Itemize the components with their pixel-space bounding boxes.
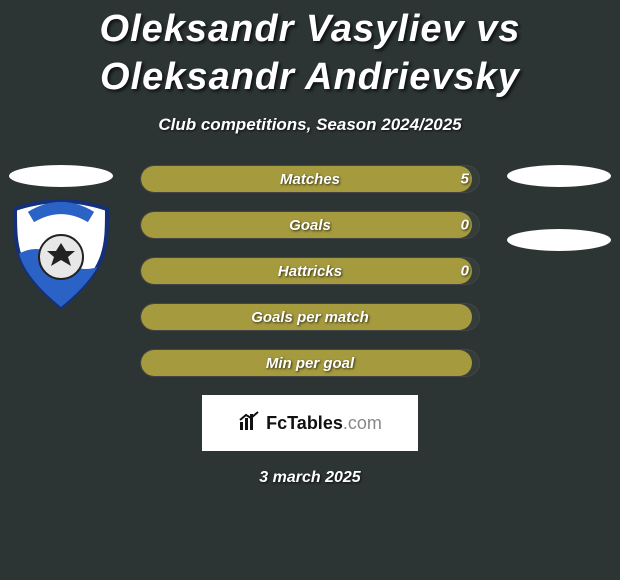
stat-row-goals: Goals 0 [140,211,480,239]
stat-right-value: 5 [461,171,469,188]
player-right-col [504,165,614,251]
stat-right-value: 0 [461,263,469,280]
stat-label: Matches [280,171,340,188]
stat-right-value: 0 [461,217,469,234]
stat-row-hattricks: Hattricks 0 [140,257,480,285]
country-flag-placeholder [9,165,113,187]
stat-rows: Matches 5 Goals 0 Hattricks 0 Goals per … [140,165,480,377]
club-logo-left [11,199,111,309]
stat-label: Hattricks [278,263,342,280]
stat-row-matches: Matches 5 [140,165,480,193]
stat-label: Goals [289,217,331,234]
stat-row-min-per-goal: Min per goal [140,349,480,377]
snapshot-date: 3 march 2025 [10,469,610,487]
brand-text: FcTables.com [266,413,382,434]
brand-box[interactable]: FcTables.com [202,395,418,451]
brand-main: FcTables [266,413,343,433]
stat-row-goals-per-match: Goals per match [140,303,480,331]
country-flag-placeholder [507,165,611,187]
brand-suffix: .com [343,413,382,433]
chart-icon [238,410,260,437]
stat-label: Min per goal [266,355,354,372]
page-title: Oleksandr Vasyliev vs Oleksandr Andrievs… [0,0,620,109]
stats-area: Matches 5 Goals 0 Hattricks 0 Goals per … [0,165,620,487]
stat-label: Goals per match [251,309,369,326]
subtitle: Club competitions, Season 2024/2025 [0,115,620,135]
club-flag-placeholder [507,229,611,251]
player-left-col [6,165,116,309]
